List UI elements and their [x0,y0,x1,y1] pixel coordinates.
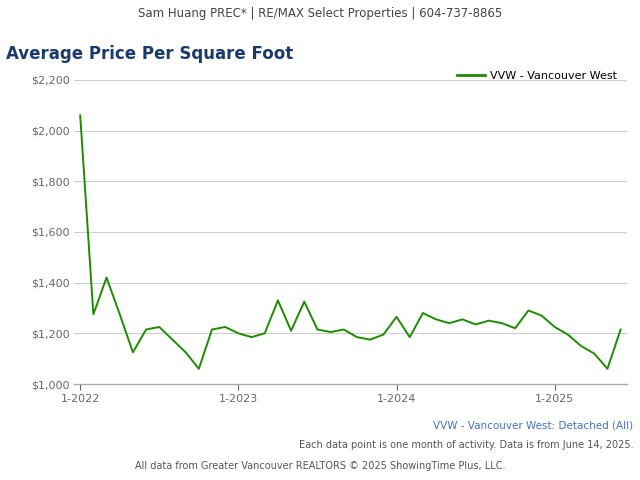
Text: Each data point is one month of activity. Data is from June 14, 2025.: Each data point is one month of activity… [299,440,634,450]
Text: All data from Greater Vancouver REALTORS © 2025 ShowingTime Plus, LLC.: All data from Greater Vancouver REALTORS… [135,461,505,471]
Text: Sam Huang PREC* | RE/MAX Select Properties | 604-737-8865: Sam Huang PREC* | RE/MAX Select Properti… [138,7,502,21]
Text: VVW - Vancouver West: Detached (All): VVW - Vancouver West: Detached (All) [433,420,634,430]
Legend: VVW - Vancouver West: VVW - Vancouver West [452,66,621,85]
Text: Average Price Per Square Foot: Average Price Per Square Foot [6,45,294,63]
